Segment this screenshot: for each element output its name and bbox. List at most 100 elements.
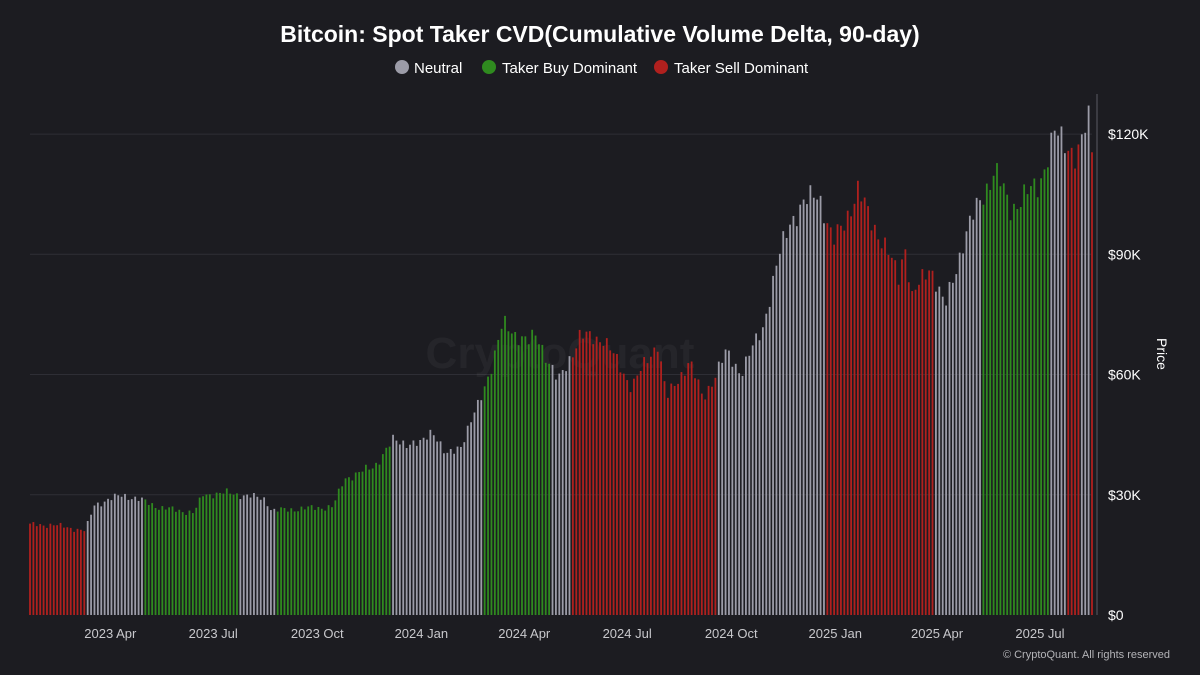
price-bar-buy [283, 508, 286, 615]
price-bar-neutral [93, 505, 96, 615]
price-bar-buy [1046, 167, 1049, 615]
price-bar-buy [378, 464, 381, 615]
price-bar-sell [56, 525, 59, 615]
price-bar-sell [66, 527, 69, 615]
copyright-notice: © CryptoQuant. All rights reserved [1003, 649, 1170, 661]
price-bar-neutral [239, 499, 242, 615]
price-bar-sell [904, 249, 907, 615]
price-bar-neutral [731, 366, 734, 615]
price-bar-sell [660, 361, 662, 615]
price-bar-sell [578, 329, 581, 615]
price-bar-sell [697, 379, 700, 615]
legend: Neutral Taker Buy Dominant Taker Sell Do… [395, 60, 809, 77]
price-bar-sell [1070, 147, 1073, 615]
price-bar-buy [175, 511, 177, 615]
price-bar-neutral [405, 448, 408, 615]
price-bar-neutral [473, 412, 476, 615]
price-bar-sell [890, 257, 893, 615]
price-bar-neutral [751, 345, 754, 615]
price-bar-buy [202, 496, 204, 615]
x-tick-label: 2025 Apr [911, 626, 964, 641]
price-bar-buy [1030, 186, 1032, 615]
watermark: CryptoQuant [426, 329, 695, 378]
price-bar-neutral [103, 501, 106, 615]
price-bar-buy [375, 462, 377, 615]
price-bar-neutral [86, 521, 89, 615]
price-bar-sell [612, 353, 615, 615]
price-bar-neutral [117, 495, 120, 615]
price-bar-neutral [429, 429, 432, 615]
price-bar-neutral [1060, 126, 1063, 615]
price-bar-buy [1006, 194, 1009, 615]
price-bar-buy [286, 511, 289, 615]
legend-item-sell[interactable]: Taker Sell Dominant [654, 60, 809, 77]
price-bar-neutral [789, 224, 791, 615]
price-bar-sell [833, 244, 836, 615]
price-bar-sell [656, 351, 659, 615]
price-bar-sell [911, 291, 914, 615]
price-bar-neutral [456, 446, 459, 615]
price-bar-sell [714, 377, 717, 615]
price-bar-neutral [785, 237, 788, 615]
price-bar-neutral [802, 199, 805, 615]
price-bar-sell [829, 227, 832, 615]
price-bar-buy [992, 175, 995, 615]
x-tick-label: 2023 Oct [291, 626, 344, 641]
price-bar-neutral [446, 452, 449, 615]
price-bar-sell [863, 197, 866, 615]
price-bar-neutral [422, 437, 425, 615]
price-bar-buy [490, 373, 493, 615]
price-bar-sell [836, 224, 839, 615]
price-bar-sell [704, 399, 707, 615]
price-bar-sell [894, 260, 897, 615]
price-bar-buy [514, 331, 517, 615]
price-bar-buy [300, 506, 303, 615]
price-bar-sell [1077, 144, 1080, 615]
price-bar-sell [622, 373, 625, 615]
price-bar-buy [212, 498, 215, 615]
legend-item-neutral[interactable]: Neutral [395, 60, 462, 77]
price-bar-neutral [782, 231, 785, 615]
price-bar-neutral [412, 440, 415, 615]
price-bar-buy [365, 464, 367, 615]
price-bar-neutral [266, 506, 269, 615]
price-bar-neutral [395, 440, 398, 615]
price-bar-buy [164, 509, 167, 615]
price-bar-neutral [480, 400, 483, 615]
price-bar-buy [181, 512, 184, 615]
price-bar-buy [317, 506, 320, 615]
price-bar-buy [205, 494, 208, 615]
price-bar-sell [843, 230, 846, 615]
price-bar-buy [517, 345, 520, 615]
price-bar-neutral [728, 350, 730, 615]
price-bar-neutral [558, 373, 561, 615]
price-bar-neutral [453, 453, 456, 615]
price-bar-neutral [476, 399, 479, 615]
price-bar-neutral [449, 448, 452, 615]
price-bar-sell [585, 331, 588, 615]
legend-item-buy[interactable]: Taker Buy Dominant [482, 60, 638, 77]
price-bar-sell [29, 523, 31, 615]
x-tick-label: 2024 Jul [603, 626, 652, 641]
price-bar-neutral [809, 185, 812, 616]
price-bar-buy [232, 494, 235, 615]
x-tick-label: 2025 Jul [1015, 626, 1064, 641]
price-bar-neutral [110, 500, 113, 615]
price-bar-buy [208, 494, 211, 615]
price-bar-neutral [259, 499, 262, 615]
price-bar-neutral [1080, 134, 1083, 615]
price-bar-neutral [113, 493, 116, 615]
price-bar-neutral [90, 514, 92, 615]
x-axis-ticks: 2023 Apr 2023 Jul 2023 Oct 2024 Jan 2024 Apr… [84, 626, 1064, 641]
price-bar-neutral [555, 379, 557, 615]
price-bar-buy [989, 189, 992, 615]
price-bar-buy [341, 486, 344, 615]
y-tick-label: $30K [1108, 487, 1141, 503]
price-bar-neutral [748, 355, 751, 615]
price-bar-buy [548, 363, 551, 615]
price-bar-sell [59, 522, 62, 615]
price-bar-sell [52, 525, 55, 615]
price-bar-neutral [443, 453, 445, 615]
price-bar-buy [534, 335, 537, 615]
